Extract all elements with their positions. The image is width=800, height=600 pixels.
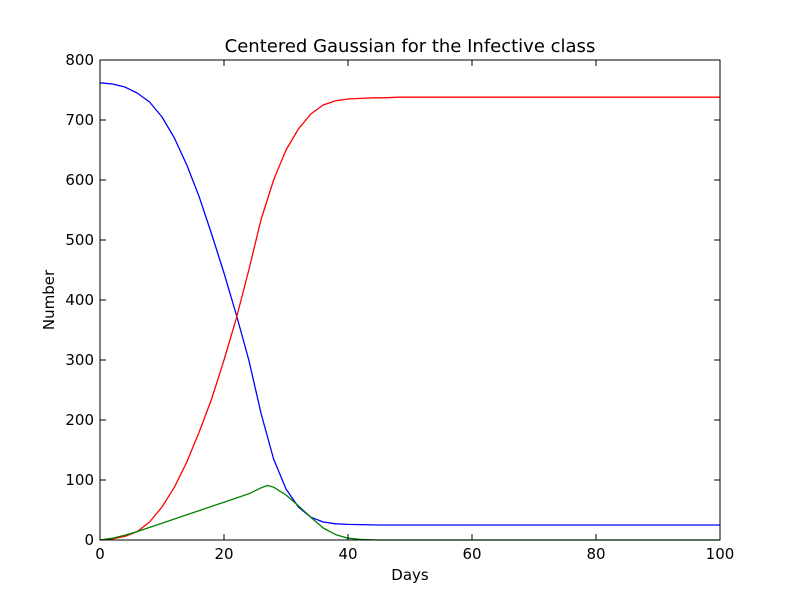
y-tick-label-2: 200 [65, 411, 94, 429]
series-line-1 [99, 96, 720, 541]
y-tick-label-3: 300 [65, 351, 94, 369]
y-axis-label: Number [40, 269, 58, 330]
x-tick-label-4: 80 [586, 545, 605, 563]
x-tick-label-5: 100 [706, 545, 735, 563]
y-tick-label-5: 500 [65, 231, 94, 249]
plot-frame [99, 59, 721, 541]
y-tick-label-6: 600 [65, 171, 94, 189]
x-tick-label-3: 60 [462, 545, 481, 563]
series-line-0 [99, 82, 720, 526]
chart-title: Centered Gaussian for the Infective clas… [225, 36, 596, 57]
y-tick-label-1: 100 [65, 471, 94, 489]
y-tick-label-0: 0 [84, 531, 94, 549]
x-tick-label-0: 0 [95, 545, 105, 563]
y-tick-label-4: 400 [65, 291, 94, 309]
y-tick-label-7: 700 [65, 111, 94, 129]
x-tick-label-2: 40 [338, 545, 357, 563]
x-axis-label: Days [391, 566, 429, 584]
y-tick-label-8: 800 [65, 51, 94, 69]
tick-layer: 0 20 40 60 80 100 0 100 200 300 400 500 600 700 800 [65, 51, 734, 563]
x-tick-label-1: 20 [214, 545, 233, 563]
